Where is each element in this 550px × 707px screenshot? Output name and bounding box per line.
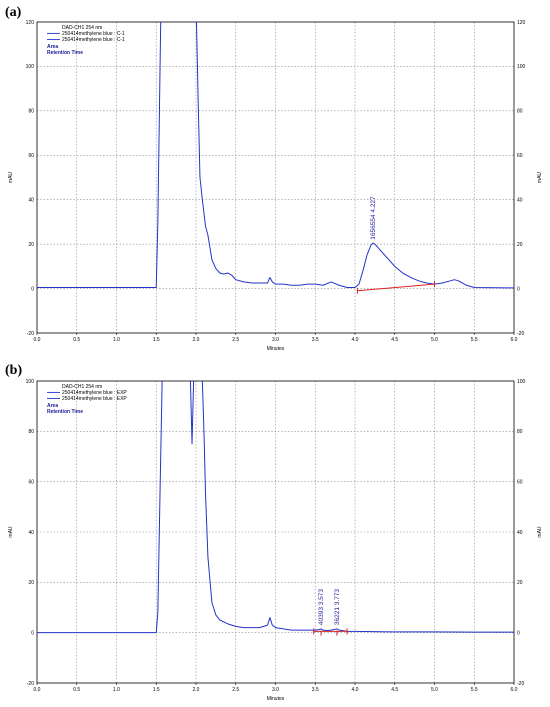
- y-tick-label-right: 80: [517, 109, 523, 115]
- x-axis-title: Minutes: [267, 696, 285, 702]
- y-tick-label-left: 20: [28, 242, 34, 248]
- y-tick-label-right: 60: [517, 153, 523, 159]
- legend-retention-label: Retention Time: [47, 409, 83, 415]
- x-tick-label: 3.5: [312, 687, 319, 693]
- y-tick-label-right: 20: [517, 580, 523, 586]
- legend-entry: 250414methylene blue : C-1: [62, 31, 125, 37]
- legend-entry: 250414methylene blue : C-1: [62, 37, 125, 43]
- y-tick-label-right: 40: [517, 198, 523, 204]
- x-tick-label: 0.5: [73, 337, 80, 343]
- x-tick-label: 2.5: [232, 687, 239, 693]
- y-tick-label-left: 40: [28, 198, 34, 204]
- x-tick-label: 1.5: [153, 337, 160, 343]
- x-tick-label: 3.5: [312, 337, 319, 343]
- x-tick-label: 1.5: [153, 687, 160, 693]
- series-line: [37, 22, 514, 289]
- x-axis-title: Minutes: [267, 346, 285, 352]
- x-tick-label: 1.0: [113, 687, 120, 693]
- peak-annotation: 1656554 4.227: [370, 196, 377, 240]
- y-tick-label-left: -20: [27, 331, 34, 337]
- y-tick-label-right: 0: [517, 630, 520, 636]
- x-tick-label: 0.0: [34, 337, 41, 343]
- chart-panel-b: (b) 0.0 0.5 1.0 1.5 2.0 2.5 3.0 3.5 4.0 4.5 5.0 5.5 6…: [5, 363, 543, 702]
- x-tick-label: 6.0: [511, 687, 518, 693]
- x-tick-label: 4.0: [352, 337, 359, 343]
- x-tick-label: 3.0: [272, 337, 279, 343]
- y-tick-label-left: 0: [31, 630, 34, 636]
- y-tick-label-left: 20: [28, 580, 34, 586]
- panel-label: (a): [5, 5, 22, 20]
- y-tick-label-left: 40: [28, 530, 34, 536]
- x-tick-label: 1.0: [113, 337, 120, 343]
- x-tick-label: 0.0: [34, 687, 41, 693]
- x-tick-label: 5.5: [471, 687, 478, 693]
- y-axis-title-right: mAU: [537, 172, 543, 184]
- y-tick-label-right: 100: [517, 379, 526, 385]
- y-tick-label-right: 120: [517, 20, 526, 26]
- x-tick-label: 4.5: [391, 687, 398, 693]
- x-tick-label: 4.5: [391, 337, 398, 343]
- y-tick-label-left: -20: [27, 681, 34, 687]
- legend-header: DAD-CH1 254 nm: [62, 384, 102, 390]
- peak-annotation: 40393 3.573: [318, 589, 325, 626]
- x-tick-label: 2.5: [232, 337, 239, 343]
- y-tick-label-left: 60: [28, 479, 34, 485]
- x-tick-label: 5.0: [431, 687, 438, 693]
- y-tick-label-right: -20: [517, 681, 524, 687]
- integration-baseline: [357, 283, 435, 292]
- legend-area-label: Area: [47, 44, 58, 50]
- legend-retention-label: Retention Time: [47, 50, 83, 56]
- series-line: [37, 381, 514, 634]
- y-tick-label-left: 100: [26, 379, 35, 385]
- x-tick-label: 5.0: [431, 337, 438, 343]
- y-tick-label-left: 0: [31, 286, 34, 292]
- x-tick-label: 3.0: [272, 687, 279, 693]
- x-tick-label: 2.0: [193, 687, 200, 693]
- y-tick-label-left: 60: [28, 153, 34, 159]
- x-tick-label: 2.0: [193, 337, 200, 343]
- x-tick-label: 4.0: [352, 687, 359, 693]
- y-axis-title-left: mAU: [8, 172, 14, 184]
- legend-area-label: Area: [47, 403, 58, 409]
- panel-label: (b): [5, 363, 22, 378]
- y-tick-label-right: 80: [517, 429, 523, 435]
- x-tick-label: 0.5: [73, 687, 80, 693]
- x-tick-label: 6.0: [511, 337, 518, 343]
- y-tick-label-right: -20: [517, 331, 524, 337]
- y-tick-label-right: 40: [517, 530, 523, 536]
- peak-annotation: 36221 3.773: [334, 589, 341, 626]
- y-tick-label-right: 20: [517, 242, 523, 248]
- x-tick-label: 5.5: [471, 337, 478, 343]
- y-tick-label-right: 60: [517, 479, 523, 485]
- chart-panel-a: (a) 0.0 0.5 1.0 1.5 2.0 2.5 3.0 3.5 4.0 4.5 5.0 5.5 6…: [5, 5, 543, 352]
- y-tick-label-left: 80: [28, 109, 34, 115]
- legend-entry: 250414methylene blue : EXP: [62, 396, 127, 402]
- y-tick-label-right: 100: [517, 64, 526, 70]
- y-tick-label-left: 100: [26, 64, 35, 70]
- y-tick-label-left: 80: [28, 429, 34, 435]
- y-tick-label-right: 0: [517, 286, 520, 292]
- y-axis-title-right: mAU: [537, 526, 543, 538]
- y-axis-title-left: mAU: [8, 526, 14, 538]
- legend-entry: 250414methylene blue : EXP: [62, 390, 127, 396]
- legend-header: DAD-CH1 254 nm: [62, 25, 102, 31]
- y-tick-label-left: 120: [26, 20, 35, 26]
